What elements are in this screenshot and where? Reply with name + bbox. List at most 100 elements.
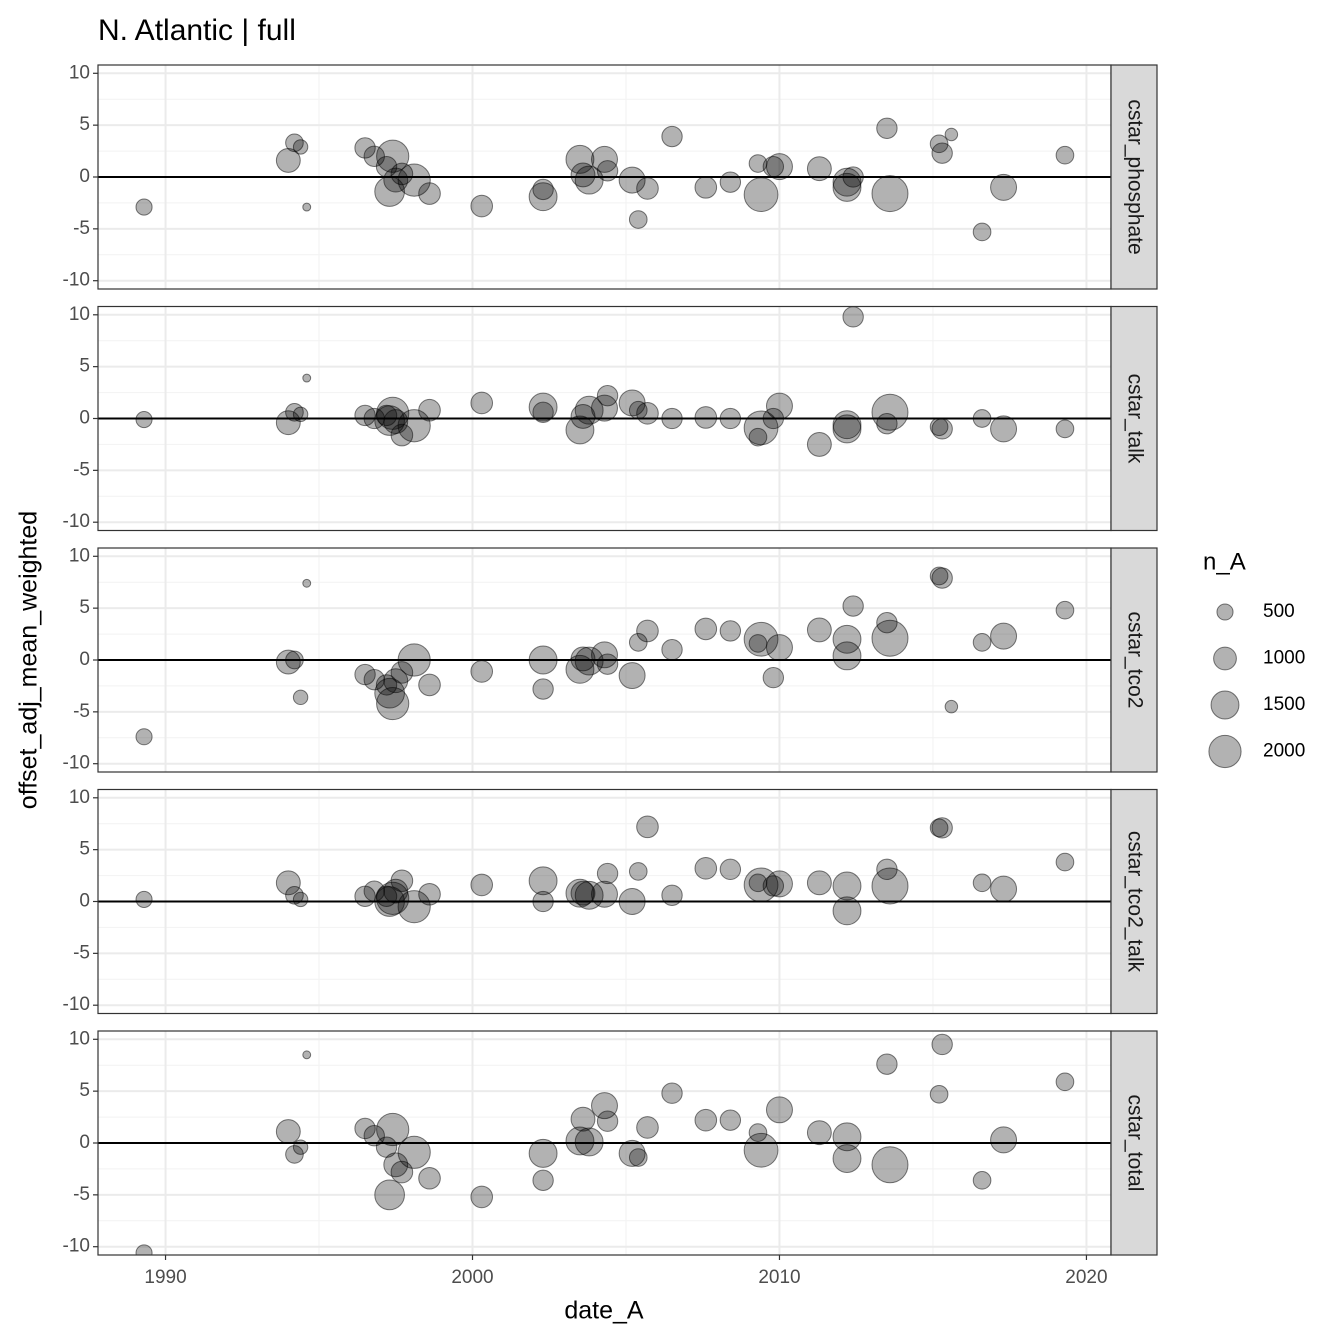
point xyxy=(719,407,742,430)
point xyxy=(628,862,648,881)
point xyxy=(832,896,862,926)
point xyxy=(596,653,619,675)
y-tick-label: -5 xyxy=(73,218,90,239)
point xyxy=(302,1050,312,1060)
point xyxy=(591,880,618,908)
point xyxy=(931,567,953,589)
y-tick-label: 0 xyxy=(79,166,90,187)
strip xyxy=(1110,1030,1158,1256)
y-tick-label: -10 xyxy=(63,994,90,1015)
y-tick-label: 5 xyxy=(79,356,90,377)
point xyxy=(944,699,959,714)
x-tick-label: 2010 xyxy=(758,1267,800,1288)
strip xyxy=(1110,305,1158,532)
point xyxy=(832,410,862,440)
point xyxy=(931,1033,953,1056)
point xyxy=(990,1126,1018,1154)
point xyxy=(931,817,953,839)
y-axis-title: offset_adj_mean_weighted xyxy=(15,511,43,809)
point xyxy=(418,182,441,205)
point xyxy=(618,1139,646,1167)
point xyxy=(528,1138,558,1168)
y-tick-label: 5 xyxy=(79,1080,90,1101)
points xyxy=(135,306,1075,457)
y-tick-label: 0 xyxy=(79,1132,90,1153)
point xyxy=(528,392,558,422)
point xyxy=(418,398,441,422)
point xyxy=(596,385,619,407)
point xyxy=(285,650,304,670)
point xyxy=(470,194,494,218)
point xyxy=(374,1179,405,1211)
point xyxy=(397,643,431,677)
point xyxy=(596,160,619,182)
point xyxy=(354,137,376,159)
point xyxy=(275,649,301,675)
point xyxy=(390,162,414,186)
x-tick-label: 2020 xyxy=(1065,1267,1107,1288)
y-tick-label: -10 xyxy=(63,1236,90,1257)
point xyxy=(719,620,742,642)
point xyxy=(470,873,494,897)
point xyxy=(694,406,718,429)
point xyxy=(1055,145,1075,165)
point xyxy=(661,125,683,148)
point xyxy=(972,409,992,428)
point xyxy=(528,645,558,675)
strip xyxy=(1110,64,1158,290)
y-tick-label: -10 xyxy=(63,753,90,774)
point xyxy=(762,666,785,689)
point xyxy=(376,1112,410,1147)
point xyxy=(806,617,832,643)
y-tick-label: 10 xyxy=(69,787,90,808)
point xyxy=(574,1127,604,1157)
point xyxy=(743,1132,779,1168)
point xyxy=(532,178,554,201)
point xyxy=(871,867,909,905)
point xyxy=(694,176,718,199)
point xyxy=(636,177,659,200)
point xyxy=(135,410,153,429)
points xyxy=(135,117,1075,242)
point xyxy=(565,654,595,684)
point xyxy=(302,373,312,383)
point xyxy=(363,880,385,902)
points xyxy=(135,566,1075,746)
point xyxy=(1055,852,1075,872)
x-axis-title: date_A xyxy=(564,1297,644,1325)
point xyxy=(748,1123,768,1142)
point xyxy=(743,621,779,657)
point xyxy=(931,142,953,164)
point xyxy=(285,1145,304,1164)
point xyxy=(765,153,793,181)
point xyxy=(876,117,898,139)
point xyxy=(748,427,768,447)
point xyxy=(871,393,909,431)
point xyxy=(990,173,1018,201)
point xyxy=(596,862,619,885)
y-tick-label: -10 xyxy=(63,270,90,291)
point xyxy=(470,1185,494,1209)
point xyxy=(574,395,604,425)
point xyxy=(374,176,405,207)
point xyxy=(570,1106,596,1132)
point xyxy=(302,202,312,212)
point xyxy=(842,306,864,328)
point xyxy=(397,163,431,197)
point xyxy=(719,858,742,881)
point xyxy=(762,155,785,178)
point xyxy=(292,891,309,908)
point xyxy=(574,880,604,910)
point xyxy=(275,870,301,896)
point xyxy=(374,677,405,709)
strip xyxy=(1110,547,1158,773)
point xyxy=(390,661,414,684)
point xyxy=(931,418,953,440)
point xyxy=(661,884,683,906)
strip-text: cstar_phosphate xyxy=(1123,99,1146,254)
point xyxy=(1055,1072,1075,1092)
y-tick-label: 0 xyxy=(79,891,90,912)
point xyxy=(719,1109,742,1131)
point xyxy=(570,162,596,188)
point xyxy=(570,880,596,906)
